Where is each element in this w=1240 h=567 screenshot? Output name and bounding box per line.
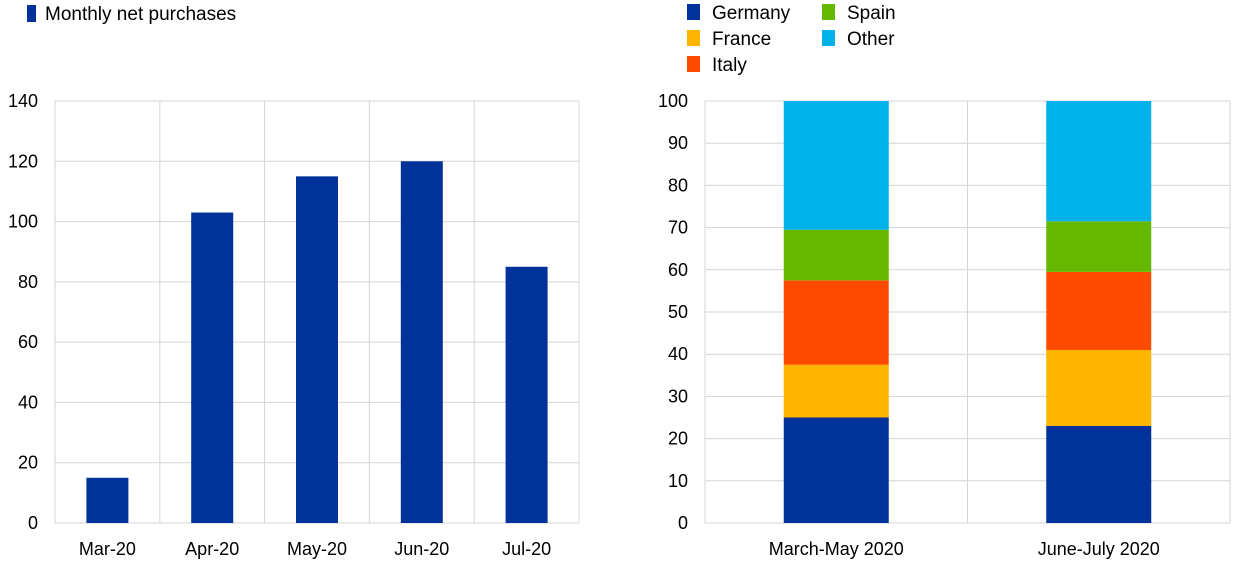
x-tick-label: Apr-20	[185, 539, 239, 559]
y-tick-label: 50	[668, 302, 688, 322]
y-tick-label: 10	[668, 471, 688, 491]
y-tick-label: 40	[18, 392, 38, 412]
bar-segment-italy-1	[783, 280, 889, 365]
legend-label-italy: Italy	[712, 55, 747, 76]
legend-swatch	[27, 5, 36, 22]
legend-label: Monthly net purchases	[45, 4, 236, 25]
bar-segment-france-2	[1046, 349, 1152, 426]
legend-swatch-other	[822, 30, 835, 46]
x-tick-label: Jul-20	[502, 539, 551, 559]
bar-segment-other-2	[1046, 101, 1152, 222]
bar-segment-italy-2	[1046, 271, 1152, 350]
bar-segment-france-1	[783, 364, 889, 418]
legend-label-germany: Germany	[712, 3, 791, 24]
legend-swatch-spain	[822, 4, 835, 20]
y-tick-label: 20	[668, 429, 688, 449]
y-tick-label: 30	[668, 386, 688, 406]
bar-segment-spain-2	[1046, 221, 1152, 272]
bar-Jul-20	[505, 266, 548, 523]
y-tick-label: 60	[668, 260, 688, 280]
legend-label-other: Other	[847, 29, 895, 50]
bar-segment-germany-1	[783, 417, 889, 523]
y-tick-label: 0	[678, 513, 688, 533]
y-tick-label: 0	[28, 513, 38, 533]
y-tick-label: 80	[18, 272, 38, 292]
legend-label-france: France	[712, 29, 771, 50]
y-tick-label: 20	[18, 453, 38, 473]
y-tick-label: 90	[668, 133, 688, 153]
y-tick-label: 40	[668, 344, 688, 364]
y-tick-label: 100	[658, 91, 688, 111]
legend-swatch-italy	[687, 56, 700, 72]
y-tick-label: 120	[8, 151, 38, 171]
legend-swatch-france	[687, 30, 700, 46]
bar-segment-germany-2	[1046, 425, 1152, 523]
y-tick-label: 70	[668, 218, 688, 238]
y-tick-label: 80	[668, 175, 688, 195]
bar-Jun-20	[400, 161, 443, 524]
bar-Mar-20	[86, 477, 129, 523]
bar-segment-spain-1	[783, 229, 889, 281]
bar-Apr-20	[191, 212, 234, 523]
y-tick-label: 100	[8, 212, 38, 232]
y-tick-label: 140	[8, 91, 38, 111]
x-tick-label: Jun-20	[394, 539, 449, 559]
y-tick-label: 60	[18, 332, 38, 352]
legend-label-spain: Spain	[847, 3, 896, 24]
legend-swatch-germany	[687, 4, 700, 20]
x-tick-label: March-May 2020	[769, 539, 904, 559]
x-tick-label: June-July 2020	[1038, 539, 1160, 559]
bar-May-20	[296, 176, 338, 523]
x-tick-label: Mar-20	[79, 539, 136, 559]
bar-segment-other-1	[783, 101, 889, 230]
x-tick-label: May-20	[287, 539, 347, 559]
